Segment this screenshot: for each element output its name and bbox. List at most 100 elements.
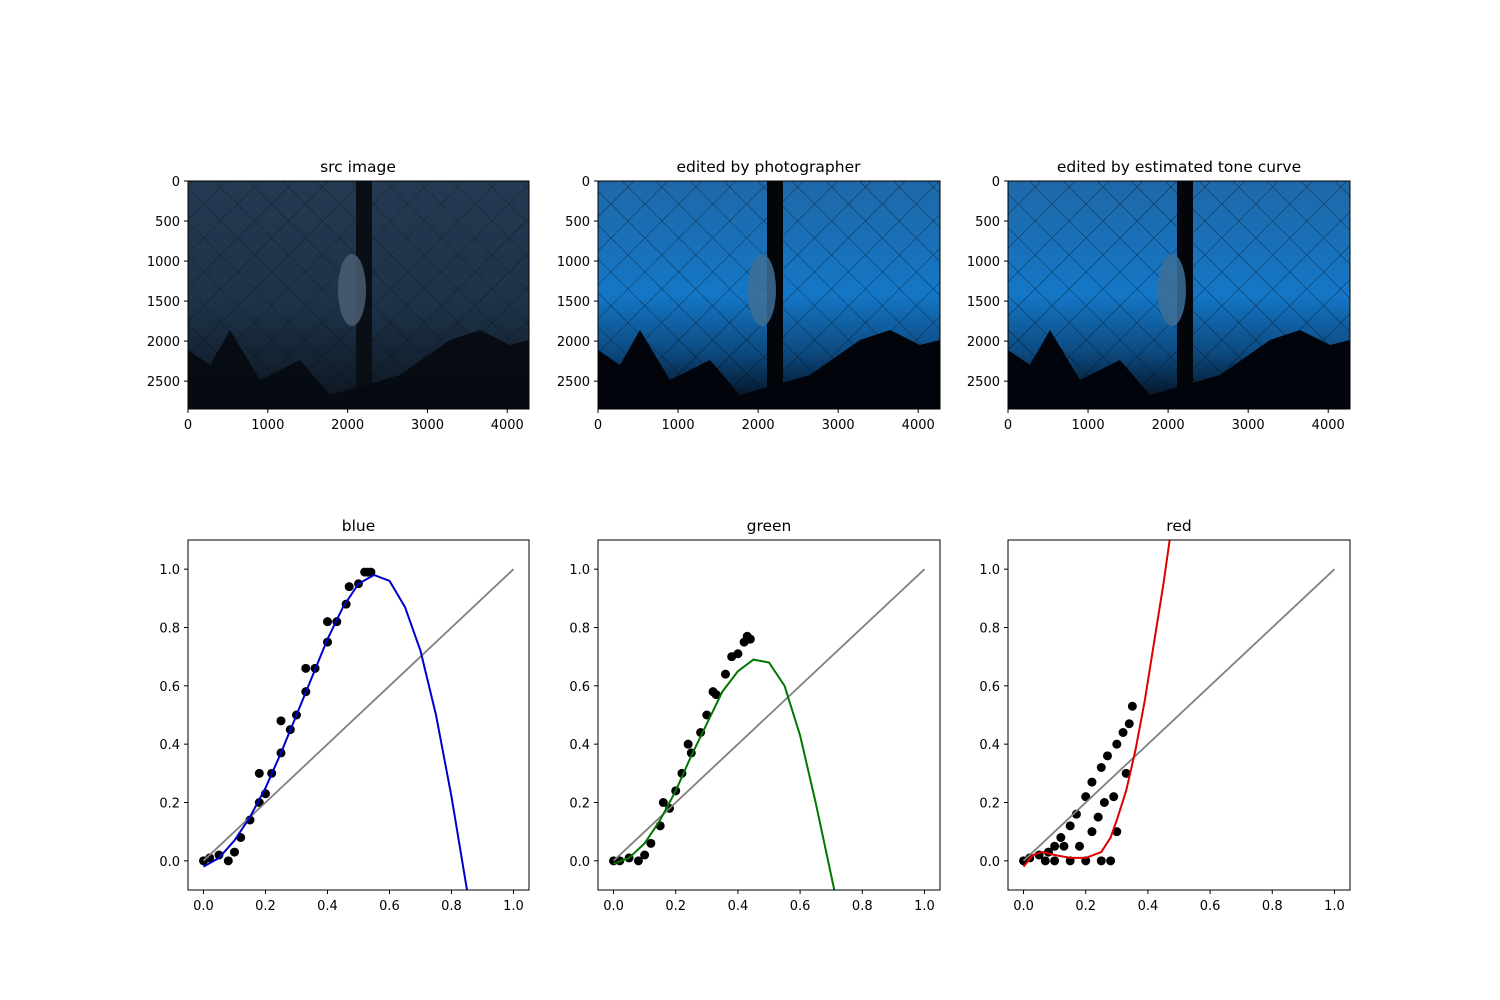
axes-frame [187, 539, 530, 891]
plot-area [199, 567, 515, 890]
x-tick-label: 2000 [331, 418, 364, 433]
plush-toy [338, 254, 366, 326]
y-tick-label: 500 [155, 215, 180, 230]
x-tick-label: 1000 [662, 418, 695, 433]
scatter-point [1087, 827, 1097, 837]
scatter-point [1118, 728, 1128, 737]
image-frame [187, 180, 530, 410]
scatter-point [214, 850, 224, 860]
scatter-point [1065, 821, 1075, 831]
scatter-point [646, 838, 656, 848]
x-tick-label: 3000 [822, 418, 855, 433]
scatter-point [1106, 856, 1116, 866]
scatter-point [1121, 768, 1131, 778]
y-tick-label: 2000 [147, 335, 180, 350]
y-tick-label: 1000 [967, 255, 1000, 270]
image-area [1008, 181, 1350, 409]
y-tick-label: 1.0 [569, 563, 590, 578]
x-tick-label: 0.6 [1200, 899, 1221, 914]
x-tick-label: 0 [184, 418, 192, 433]
scatter-point [1099, 798, 1109, 807]
image-frame [597, 180, 941, 410]
y-tick-label: 0.0 [159, 855, 180, 870]
image-panel-3: edited by estimated tone curve [1007, 158, 1351, 410]
y-tick-label: 1.0 [979, 563, 1000, 578]
scatter-point [1050, 841, 1060, 851]
y-tick-label: 0 [992, 175, 1000, 190]
image-panel-title: src image [320, 158, 396, 176]
x-tick-label: 0.8 [441, 899, 462, 914]
curve-chart-blue: blue 0.0 0.2 0.4 0.6 0.8 1.0 0.0 0.2 0.4 0.6 0.8 1.0 [159, 517, 530, 914]
scatter-point [360, 567, 370, 577]
x-tick-label: 0.8 [852, 899, 873, 914]
scatter-point [1075, 841, 1085, 851]
scatter-point [1096, 763, 1106, 772]
y-tick-label: 500 [975, 215, 1000, 230]
x-tick-label: 0 [1004, 418, 1012, 433]
vegetation [598, 330, 940, 409]
fitted-curve [1022, 540, 1171, 868]
y-tick-label: 0.6 [979, 680, 1000, 695]
y-tick-label: 2500 [557, 375, 590, 390]
scatter-point [1040, 856, 1050, 866]
x-tick-label: 0.2 [255, 899, 276, 914]
y-tick-label: 0.2 [569, 797, 590, 812]
y-tick-label: 1000 [147, 255, 180, 270]
image-panel-title: edited by estimated tone curve [1057, 158, 1301, 176]
x-tick-label: 0.6 [790, 899, 811, 914]
x-tick-label: 2000 [1152, 418, 1185, 433]
image-area [188, 181, 529, 409]
scatter-point [633, 856, 643, 866]
x-tick-label: 4000 [1312, 418, 1345, 433]
scatter-point [301, 663, 311, 673]
scatter-point [205, 853, 215, 863]
y-tick-label: 2500 [147, 375, 180, 390]
y-tick-label: 0.6 [159, 680, 180, 695]
image-area [598, 181, 940, 409]
identity-line [202, 568, 515, 862]
x-tick-label: 0.2 [665, 899, 686, 914]
scatter-point [230, 847, 239, 857]
scatter-point [1124, 719, 1134, 729]
scatter-point [1112, 827, 1122, 837]
scatter-point [1127, 701, 1137, 711]
x-tick-label: 1.0 [914, 899, 935, 914]
fitted-curve [613, 658, 836, 890]
y-tick-label: 0.8 [979, 622, 1000, 637]
chart-title: blue [342, 517, 376, 535]
scatter-point [745, 634, 755, 644]
y-tick-label: 0 [172, 175, 180, 190]
y-tick-label: 2000 [557, 335, 590, 350]
plush-toy [748, 254, 776, 326]
scatter-point [323, 617, 332, 627]
x-tick-label: 4000 [902, 418, 935, 433]
scatter-point [1087, 777, 1097, 787]
scatter-point [1112, 739, 1122, 749]
x-tick-label: 0.8 [1262, 899, 1283, 914]
x-tick-label: 0.4 [317, 899, 338, 914]
scatter-point [1059, 841, 1069, 851]
x-tick-label: 1000 [251, 418, 284, 433]
scatter-point [1050, 856, 1060, 866]
y-tick-label: 0.0 [979, 855, 1000, 870]
x-tick-label: 2000 [742, 418, 775, 433]
scatter-point [1102, 751, 1112, 761]
scatter-point [1056, 833, 1066, 842]
y-tick-label: 1000 [557, 255, 590, 270]
x-tick-label: 3000 [411, 418, 444, 433]
image-axes-3: 0 1000 2000 3000 4000 0 500 1000 1500 2000 2500 [967, 175, 1345, 433]
vegetation [188, 330, 529, 409]
scatter-point [276, 716, 286, 726]
x-tick-label: 0.2 [1075, 899, 1096, 914]
image-axis-ticks: 0 1000 2000 3000 4000 0 500 1000 1500 2000 2500 0 10… [147, 175, 1345, 433]
axes-frame [1007, 539, 1351, 891]
x-tick-label: 4000 [491, 418, 524, 433]
y-tick-label: 0.8 [569, 622, 590, 637]
x-tick-label: 0 [594, 418, 602, 433]
plot-area [1019, 540, 1336, 868]
scatter-point [720, 669, 730, 679]
scatter-point [727, 652, 737, 662]
scatter-point [1109, 792, 1119, 802]
y-tick-label: 0.2 [159, 797, 180, 812]
